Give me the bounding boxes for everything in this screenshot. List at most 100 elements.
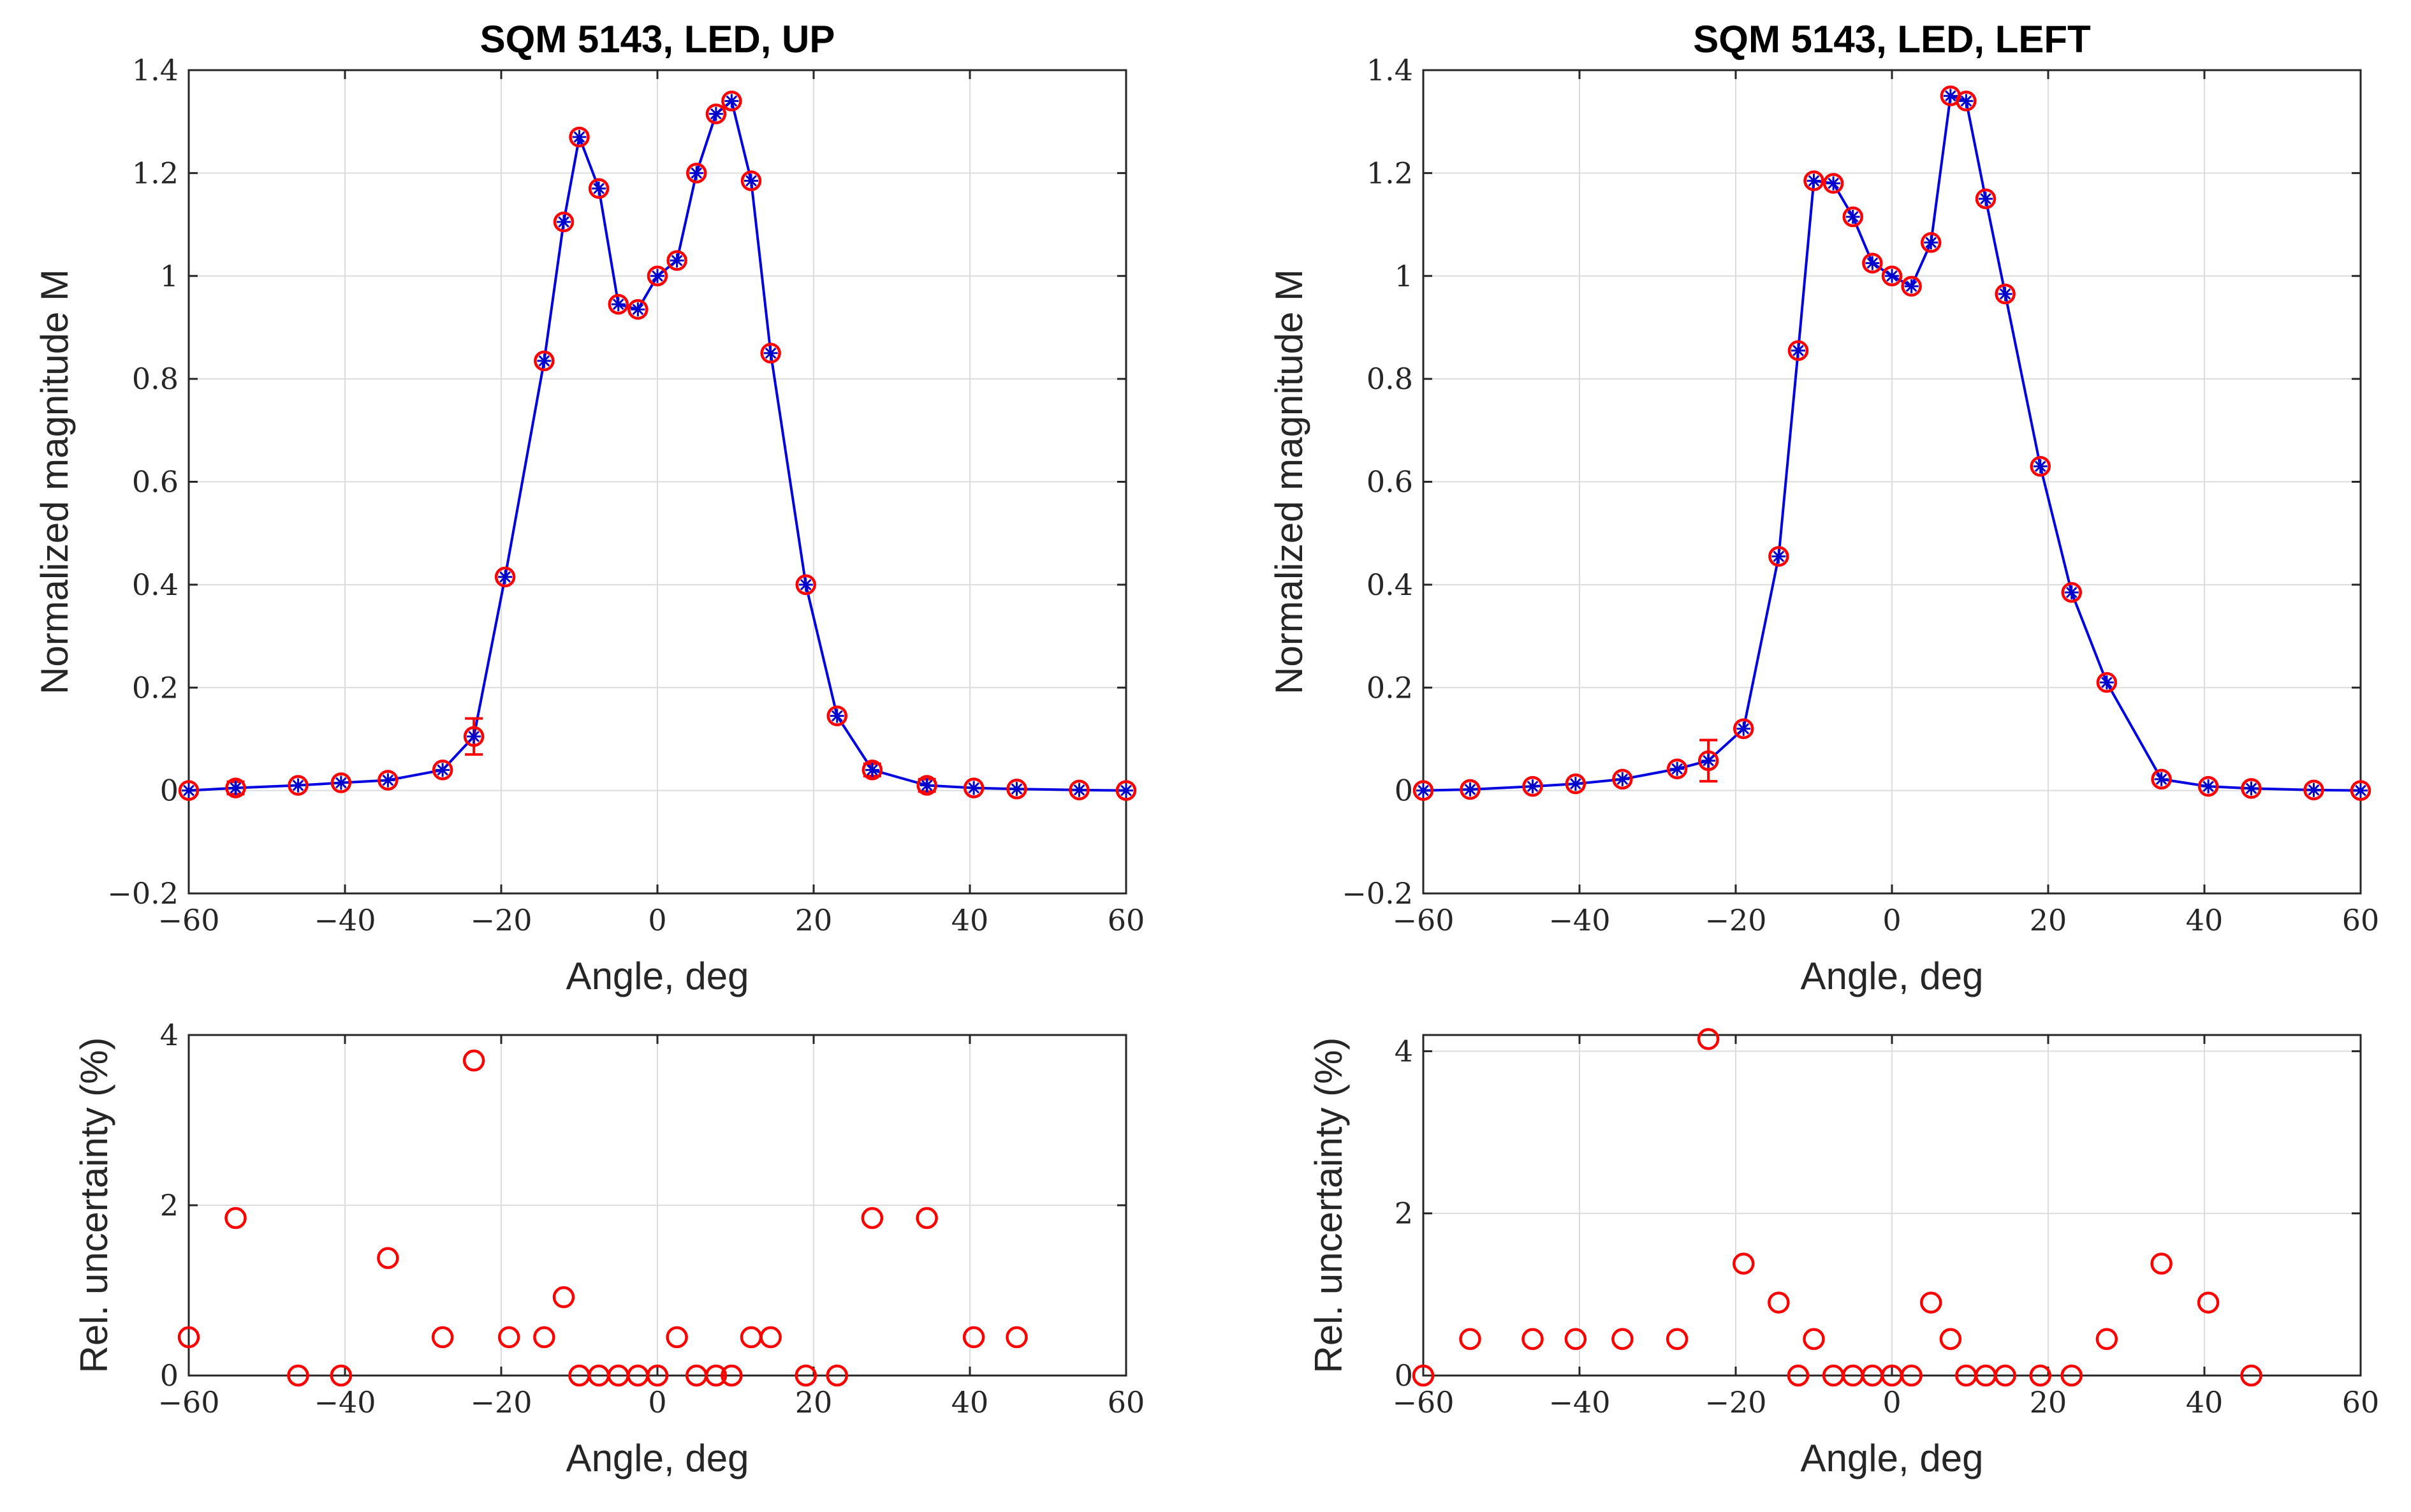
data-point — [861, 760, 883, 781]
data-point — [588, 178, 610, 199]
data-point — [1803, 170, 1824, 191]
data-point — [2241, 778, 2262, 799]
data-point-star — [573, 131, 585, 143]
data-point-star — [1616, 774, 1629, 785]
data-point-star — [183, 784, 194, 796]
data-point-star — [921, 779, 933, 791]
data-point — [1459, 1328, 1481, 1351]
data-point — [795, 1364, 817, 1387]
data-point-star — [230, 782, 242, 794]
data-point — [759, 1326, 782, 1349]
x-tick-label: −40 — [1548, 1385, 1610, 1420]
data-point — [2096, 672, 2118, 693]
x-tick-label: −60 — [1392, 1385, 1454, 1420]
data-point — [2061, 582, 2082, 603]
x-tick-label: 40 — [2186, 1385, 2224, 1420]
data-point — [178, 780, 200, 801]
data-point — [666, 1326, 688, 1349]
data-point — [330, 1364, 353, 1387]
data-point-circle — [2350, 780, 2371, 801]
data-point — [1412, 780, 1434, 801]
panel-left-magnitude: −60 −40 −20 0 20 40 60 −0.2 0 0.2 0.4 0.6 0.8 1 1.2 1.4… — [1268, 18, 2379, 997]
data-point — [463, 726, 485, 747]
data-point-circle — [432, 760, 453, 781]
data-point — [1666, 758, 1688, 779]
data-point — [1995, 283, 2016, 305]
data-point — [646, 1364, 669, 1387]
x-tick-label: 40 — [951, 903, 989, 937]
data-point-circle — [1842, 206, 1863, 228]
data-point-star — [800, 579, 812, 591]
data-point — [1666, 1328, 1689, 1351]
data-point-star — [382, 774, 394, 786]
data-point — [2150, 1252, 2173, 1275]
data-point — [1862, 253, 1883, 274]
data-point-star — [2308, 784, 2320, 796]
x-axis-label: Angle, deg — [1801, 955, 1984, 997]
data-point — [705, 103, 727, 124]
data-point-star — [437, 764, 448, 776]
x-tick-label: −20 — [1704, 903, 1766, 937]
data-point — [1412, 1364, 1435, 1387]
data-point — [288, 775, 309, 796]
x-tick-label: 20 — [2030, 1385, 2067, 1420]
data-point — [431, 1326, 454, 1349]
data-point-circle — [608, 293, 629, 315]
data-point-circle — [225, 777, 246, 798]
data-point — [225, 777, 246, 798]
data-point-star — [2155, 774, 2167, 785]
data-point — [462, 1049, 485, 1072]
data-point — [2197, 775, 2219, 797]
data-point — [1768, 546, 1789, 567]
data-point-circle — [1956, 91, 1977, 112]
data-point-star — [2101, 677, 2113, 689]
data-point-star — [1960, 95, 1972, 107]
data-point — [2060, 1364, 2083, 1387]
data-point-circle — [2197, 775, 2219, 797]
data-point-circle — [2151, 768, 2172, 790]
y-tick-label: 1.4 — [132, 53, 179, 87]
data-point-circle — [377, 770, 399, 791]
data-point-circle — [2096, 672, 2118, 693]
data-point-star — [1945, 90, 1956, 102]
data-point-circle — [1862, 253, 1883, 274]
data-point-circle — [1995, 283, 2016, 305]
x-tick-label: 20 — [795, 903, 833, 937]
data-point-circle — [588, 178, 610, 199]
x-tick-label: 40 — [2186, 903, 2224, 937]
data-point-star — [765, 347, 777, 359]
data-point-star — [1808, 175, 1820, 187]
data-point — [1956, 91, 1977, 112]
data-point-circle — [1460, 779, 1481, 800]
data-point — [2197, 1291, 2220, 1314]
data-point — [1901, 275, 1922, 297]
panel-left-uncertainty: −60 −40 −20 0 20 40 60 0 2 4 Angle, deg Rel. uncert… — [1307, 1028, 2379, 1479]
x-tick-label: 0 — [1882, 903, 1901, 937]
data-point-star — [593, 182, 605, 195]
x-tick-label: −40 — [314, 1385, 376, 1420]
chart-title: SQM 5143, LED, UP — [480, 18, 835, 61]
y-tick-label: 0.8 — [1367, 362, 1413, 396]
data-point-star — [1828, 177, 1839, 189]
data-point — [721, 1364, 743, 1387]
y-axis-label: Normalized magnitude M — [1268, 269, 1310, 694]
data-point-star — [558, 216, 569, 228]
data-point-circle — [2303, 779, 2324, 801]
data-point-star — [867, 764, 878, 776]
data-point-star — [968, 782, 979, 794]
y-tick-label: 0.4 — [1367, 568, 1413, 602]
x-tick-label: 20 — [795, 1385, 833, 1420]
data-point-circle — [494, 566, 516, 588]
data-point-star — [1671, 763, 1683, 775]
y-tick-label: 1 — [160, 259, 179, 293]
data-point-star — [499, 571, 511, 583]
y-axis-label: Rel. uncertainty (%) — [73, 1038, 115, 1374]
y-axis-label: Normalized magnitude M — [33, 269, 76, 694]
data-point — [916, 775, 937, 796]
data-point-circle — [1115, 780, 1137, 801]
data-point-star — [2245, 782, 2257, 795]
data-point-circle — [569, 126, 590, 148]
data-point — [287, 1364, 309, 1387]
data-point-circle — [1565, 773, 1587, 795]
data-point-circle — [826, 705, 847, 726]
